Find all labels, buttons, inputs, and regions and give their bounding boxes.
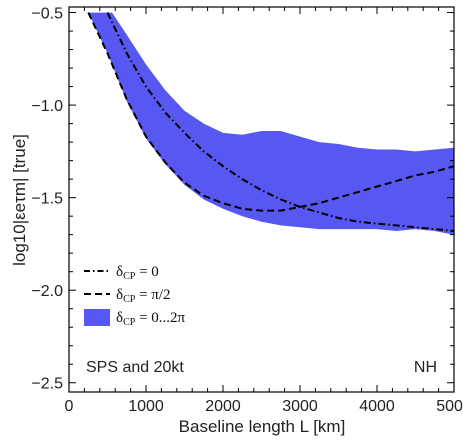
y-tick-label: −0.5 <box>31 6 63 23</box>
legend-label-dashed: δCP = π/2 <box>116 287 171 305</box>
y-tick-label: −1.5 <box>31 191 63 208</box>
x-tick-label: 2000 <box>205 398 241 415</box>
ticks-layer <box>68 7 455 392</box>
legend-item-dashdot: δCP = 0 <box>84 264 159 282</box>
legend-label-dashdot: δCP = 0 <box>116 264 159 282</box>
annotation-sps: SPS and 20kt <box>86 359 184 376</box>
legend-item-dashed: δCP = π/2 <box>84 287 171 305</box>
legend-label-band: δCP = 0...2π <box>116 310 186 328</box>
y-tick-label: −2.0 <box>31 283 63 300</box>
x-tick-label: 0 <box>65 398 74 415</box>
x-tick-label: 4000 <box>359 398 395 415</box>
y-axis-title: log10|εeτm| [true] <box>10 134 29 266</box>
y-tick-label: −2.5 <box>31 376 63 393</box>
plot-frame <box>68 6 455 393</box>
series-layer <box>87 12 454 232</box>
annotation-nh: NH <box>414 359 437 376</box>
legend: δCP = 0 δCP = π/2 δCP = 0...2π <box>84 264 186 328</box>
series-line-dashed <box>87 12 454 212</box>
y-tick-label: −1.0 <box>31 98 63 115</box>
series-line-dash-dot <box>106 12 454 232</box>
legend-swatch-band <box>84 309 110 326</box>
tick-labels: 0 1000 2000 3000 4000 5000 −0.5 −1.0 −1.5 −2.0 −2.… <box>31 6 463 415</box>
x-tick-label: 1000 <box>128 398 164 415</box>
x-tick-label: 3000 <box>282 398 318 415</box>
legend-item-band: δCP = 0...2π <box>84 309 186 328</box>
x-tick-label: 5000 <box>436 398 463 415</box>
x-axis-title: Baseline length L [km] <box>179 417 346 436</box>
